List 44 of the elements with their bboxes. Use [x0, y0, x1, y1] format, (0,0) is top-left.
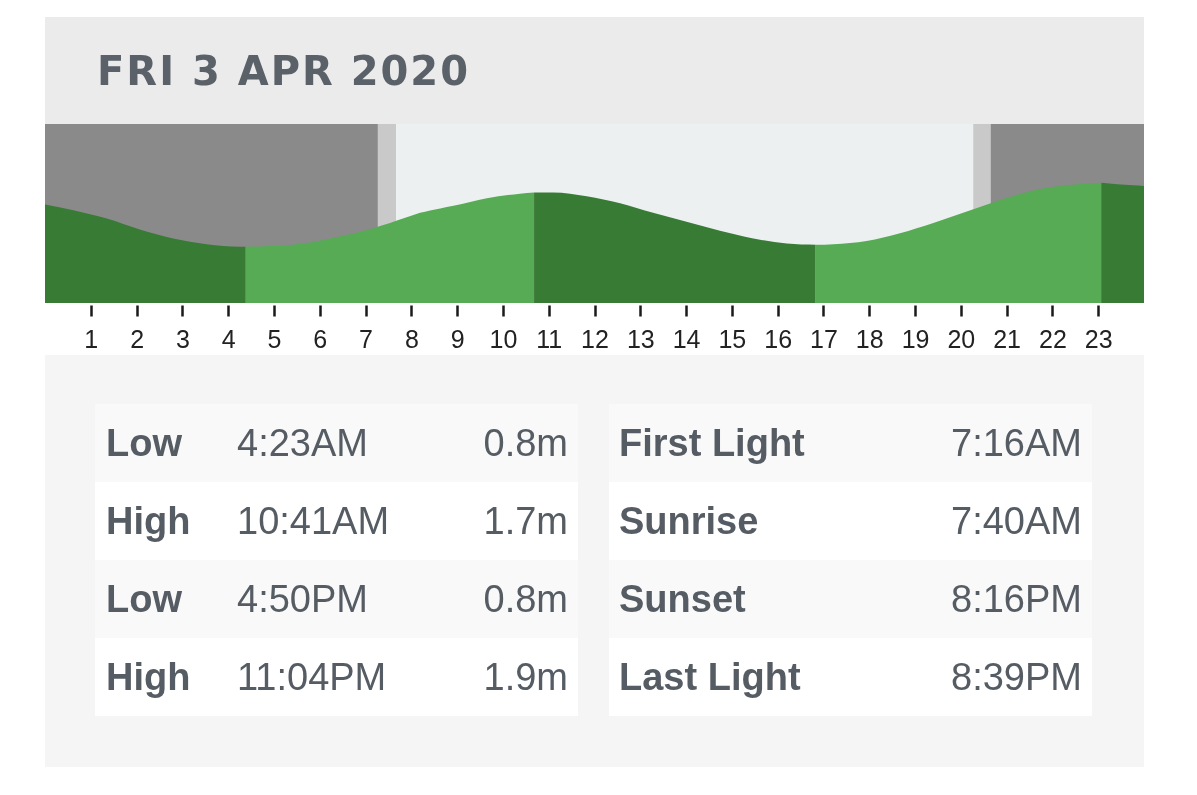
x-tick-label: 14 — [672, 324, 701, 353]
text: 1.9m — [483, 655, 568, 700]
x-tick-label: 20 — [947, 324, 976, 353]
x-tick-label: 2 — [130, 324, 145, 353]
text: 7:16AM — [951, 421, 1082, 466]
text: 0.8m — [483, 421, 568, 466]
text: High — [106, 655, 191, 700]
x-tick-label: 3 — [175, 324, 190, 353]
x-tick-label: 13 — [626, 324, 655, 353]
text: High — [106, 499, 191, 544]
x-tick-label: 5 — [267, 324, 282, 353]
x-tick-label: 17 — [810, 324, 838, 353]
x-tick-label: 1 — [84, 324, 99, 353]
x-tick-label: 18 — [855, 324, 884, 353]
text: Sunset — [619, 577, 746, 622]
chart-title: FRI 3 APR 2020 — [97, 47, 471, 94]
x-tick-label: 8 — [404, 324, 419, 353]
text: 0.8m — [483, 577, 568, 622]
text: Last Light — [619, 655, 801, 700]
text: First Light — [619, 421, 805, 466]
x-tick-label: 22 — [1039, 324, 1067, 353]
x-tick-label: 10 — [489, 324, 518, 353]
text: 11:04PM — [237, 655, 387, 700]
x-tick-label: 12 — [581, 324, 609, 353]
text: 1.7m — [483, 499, 568, 544]
x-tick-label: 21 — [993, 324, 1022, 353]
x-tick-label: 16 — [764, 324, 793, 353]
x-tick-label: 23 — [1084, 324, 1113, 353]
text: Sunrise — [619, 499, 759, 544]
text: 4:50PM — [237, 577, 368, 622]
x-tick-label: 4 — [221, 324, 236, 353]
text: 10:41AM — [237, 499, 390, 544]
text: Low — [106, 577, 182, 622]
text: 7:40AM — [951, 499, 1082, 544]
text: Low — [106, 421, 182, 466]
x-tick-label: 6 — [313, 324, 328, 353]
x-tick-label: 9 — [450, 324, 465, 353]
text: 8:39PM — [951, 655, 1082, 700]
x-tick-label: 11 — [536, 324, 563, 353]
text: 8:16PM — [951, 577, 1082, 622]
x-tick-label: 19 — [901, 324, 930, 353]
x-tick-label: 15 — [718, 324, 747, 353]
x-tick-label: 7 — [359, 324, 373, 353]
text: 4:23AM — [237, 421, 368, 466]
